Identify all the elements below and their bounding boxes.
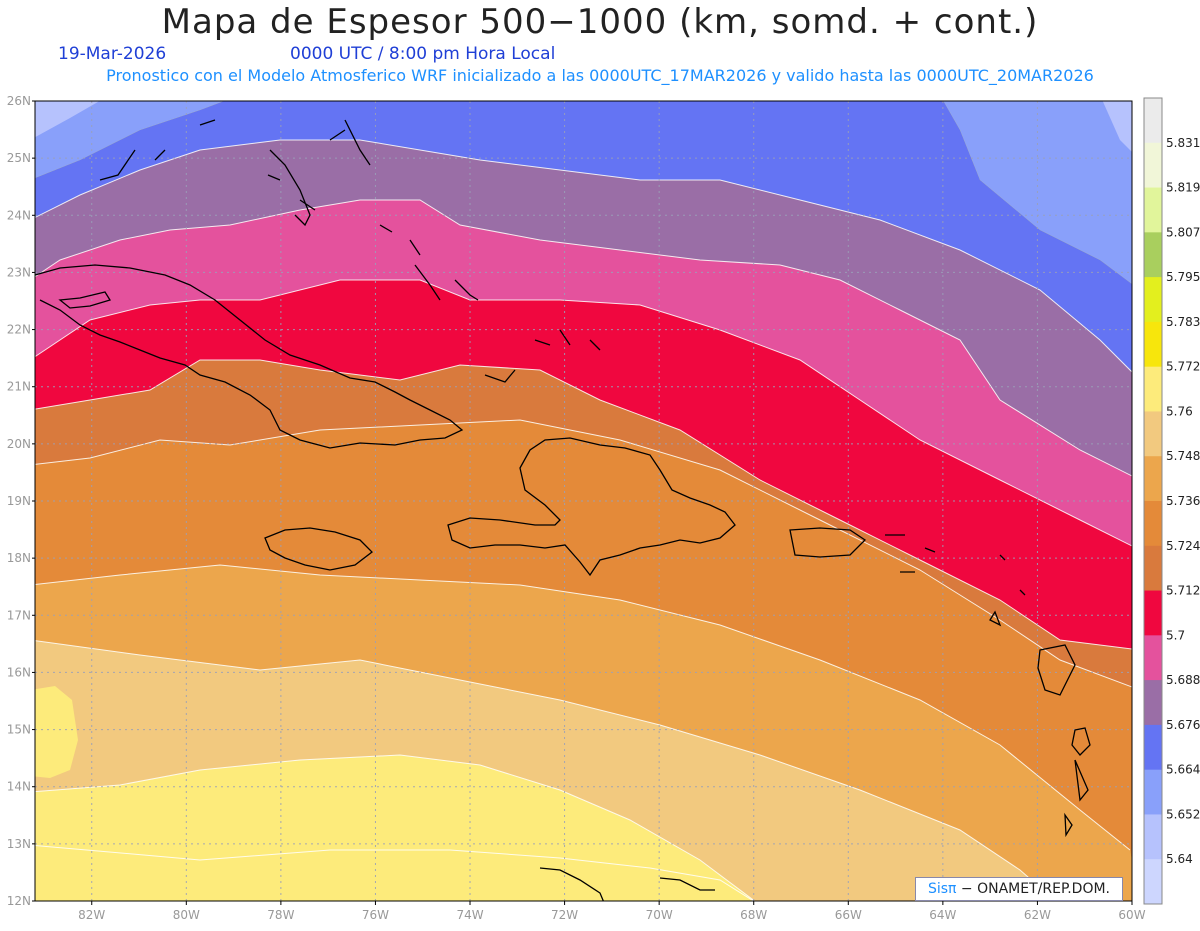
coastlines	[35, 119, 1091, 901]
lat-label: 12N	[7, 894, 31, 908]
legend-swatch	[1144, 98, 1162, 144]
lat-label: 24N	[7, 208, 31, 222]
legend-swatch	[1144, 501, 1162, 547]
lat-label: 16N	[7, 665, 31, 679]
lon-label: 62W	[1024, 908, 1051, 922]
longitude-labels: 82W 80W 78W 76W 74W 72W 70W 68W 66W 64W 62W 60W	[78, 901, 1146, 922]
legend-label: 5.831	[1166, 136, 1200, 150]
lon-label: 64W	[929, 908, 956, 922]
legend-label: 5.783	[1166, 315, 1200, 329]
lat-label: 19N	[7, 494, 31, 508]
legend-label: 5.76	[1166, 404, 1193, 418]
legend-swatch	[1144, 411, 1162, 457]
lat-label: 14N	[7, 780, 31, 794]
lon-label: 68W	[740, 908, 767, 922]
legend-label: 5.64	[1166, 852, 1193, 866]
legend-label: 5.652	[1166, 807, 1200, 821]
legend-swatch	[1144, 724, 1162, 771]
credit-text: − ONAMET/REP.DOM.	[956, 881, 1110, 897]
legend-swatch	[1144, 859, 1162, 905]
latitude-labels: 26N 25N 24N 23N 22N 21N 20N 19N 18N 17N 16N 15N 14N 1…	[7, 94, 35, 908]
legend-swatch	[1144, 814, 1162, 860]
lon-label: 66W	[835, 908, 862, 922]
legend-swatch	[1144, 142, 1162, 189]
legend-swatch	[1144, 456, 1162, 502]
thickness-fill-bands	[35, 101, 1132, 901]
legend-label: 5.748	[1166, 449, 1200, 463]
legend-swatch	[1144, 187, 1162, 233]
lon-label: 72W	[551, 908, 578, 922]
lat-label: 17N	[7, 608, 31, 622]
legend-label: 5.712	[1166, 584, 1200, 598]
map-title: Mapa de Espesor 500−1000 (km, somd. + co…	[161, 2, 1039, 42]
lon-label: 70W	[646, 908, 673, 922]
lat-label: 25N	[7, 151, 31, 165]
legend-label: 5.795	[1166, 270, 1200, 284]
lon-label: 60W	[1118, 908, 1145, 922]
forecast-date: 19-Mar-2026	[58, 44, 167, 64]
legend-swatch	[1144, 769, 1162, 815]
legend-label: 5.736	[1166, 494, 1200, 508]
lat-label: 22N	[7, 323, 31, 337]
lon-label: 80W	[173, 908, 200, 922]
legend-label: 5.807	[1166, 225, 1200, 239]
lat-label: 13N	[7, 837, 31, 851]
lon-label: 82W	[78, 908, 105, 922]
lat-label: 26N	[7, 94, 31, 108]
sispi-logo: Sisπ	[927, 881, 957, 897]
lon-label: 78W	[267, 908, 294, 922]
legend-label: 5.819	[1166, 181, 1200, 195]
legend-swatch	[1144, 321, 1162, 368]
lon-label: 74W	[456, 908, 483, 922]
legend-label: 5.676	[1166, 718, 1200, 732]
forecast-description: Pronostico con el Modelo Atmosferico WRF…	[106, 66, 1094, 85]
lat-label: 15N	[7, 723, 31, 737]
lat-label: 18N	[7, 551, 31, 565]
lon-label: 76W	[362, 908, 389, 922]
legend-label: 5.7	[1166, 628, 1185, 642]
legend-swatch	[1144, 635, 1162, 681]
legend-swatch	[1144, 277, 1162, 323]
legend-swatch	[1144, 232, 1162, 278]
legend-label: 5.688	[1166, 673, 1200, 687]
credit-box: Sisπ − ONAMET/REP.DOM.	[915, 877, 1123, 901]
forecast-time: 0000 UTC / 8:00 pm Hora Local	[290, 44, 556, 64]
lat-label: 21N	[7, 380, 31, 394]
legend-swatch	[1144, 545, 1162, 592]
legend-label: 5.664	[1166, 763, 1200, 777]
legend-label: 5.772	[1166, 360, 1200, 374]
legend-swatch	[1144, 680, 1162, 726]
lat-label: 23N	[7, 265, 31, 279]
legend-swatch	[1144, 366, 1162, 412]
lat-label: 20N	[7, 437, 31, 451]
color-legend: 5.831 5.819 5.807 5.795 5.783 5.772 5.76 5.748 5…	[1143, 97, 1200, 905]
legend-label: 5.724	[1166, 539, 1200, 553]
legend-swatch	[1144, 590, 1162, 636]
